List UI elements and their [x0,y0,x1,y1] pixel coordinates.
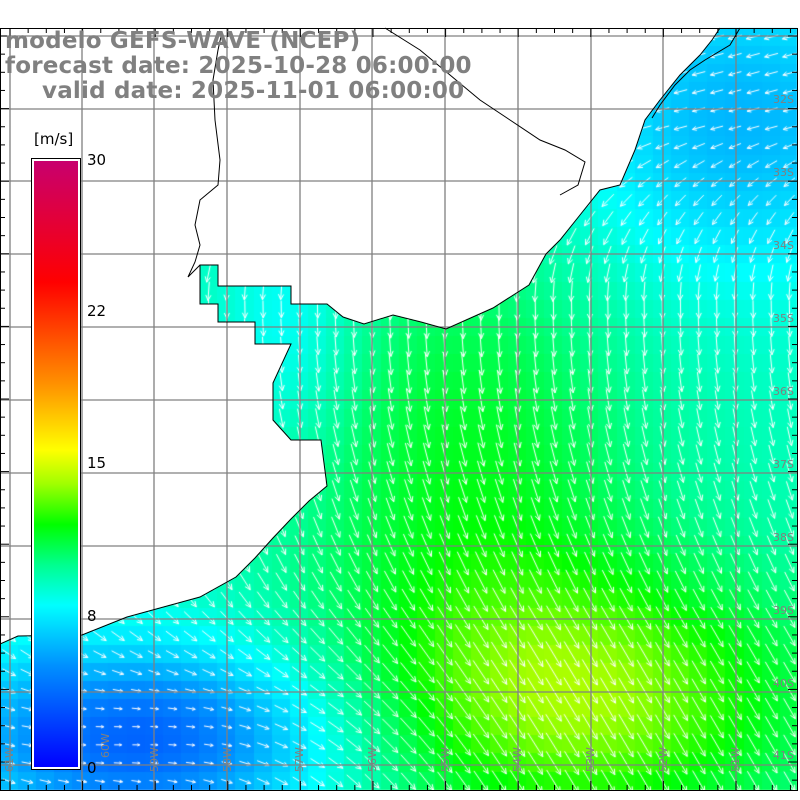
lat-label-34s: 34S [773,239,794,252]
colorbar-label-0: 0 [87,759,97,777]
colorbar-label-15: 15 [87,454,107,472]
lon-label-60w: 60W [99,733,112,758]
lat-label-39s: 39S [773,604,794,617]
lon-label-56w: 56W [366,747,379,772]
colorbar-unit: [m/s] [34,130,74,148]
lon-label-58w: 58W [221,747,234,772]
colorbar-label-8: 8 [87,607,97,625]
lon-label-61w: 61W [3,747,16,772]
lon-label-55w: 55W [439,747,452,772]
lat-label-36s: 36S [773,385,794,398]
coastline-patos [651,27,741,119]
model-title: modelo GEFS-WAVE (NCEP) [5,28,361,54]
valid-date: valid date: 2025-11-01 06:00:00 [42,78,465,104]
lon-label-54w: 54W [511,747,524,772]
lat-label-35s: 35S [773,312,794,325]
coastline-brazil [545,27,721,255]
colorbar-label-30: 30 [87,151,107,169]
coastline-lagoon [384,27,586,196]
lon-label-53w: 53W [584,747,597,772]
lat-label-38s: 38S [773,531,794,544]
lat-label-41s: 41S [773,749,794,762]
lat-label-33s: 33S [773,166,794,179]
colorbar-gradient [34,161,78,767]
lon-label-59w: 59W [148,747,161,772]
lat-label-40s: 40S [773,677,794,690]
map-frame [0,28,798,791]
lon-label-51w: 51W [729,747,742,772]
lon-label-52w: 52W [657,747,670,772]
coastline-river-plate [187,31,223,278]
lat-label-37s: 37S [773,458,794,471]
forecast-date: forecast date: 2025-10-28 06:00:00 [5,53,472,79]
lat-label-32s: 32S [773,93,794,106]
colorbar-label-22: 22 [87,302,107,320]
colorbar [31,158,81,770]
coastline [0,253,547,645]
lon-label-57w: 57W [293,747,306,772]
